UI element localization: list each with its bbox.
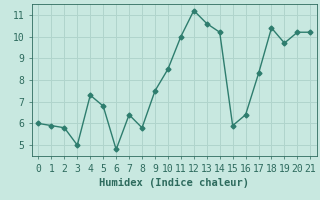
X-axis label: Humidex (Indice chaleur): Humidex (Indice chaleur) <box>100 178 249 188</box>
